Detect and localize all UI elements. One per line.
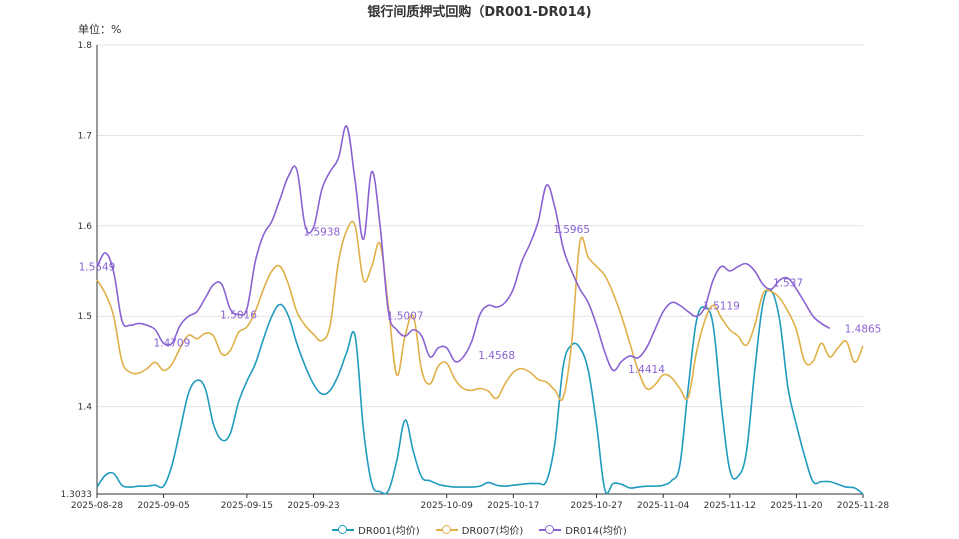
x-tick-label: 2025-11-12: [704, 501, 756, 511]
x-tick-label: 2025-08-28: [71, 501, 124, 511]
unit-label: 单位：%: [78, 23, 122, 36]
y-tick-label: 1.6: [78, 222, 93, 232]
data-label: 1.5938: [303, 226, 340, 238]
y-tick-label: 1.3033: [61, 490, 93, 500]
data-label: 1.5119: [703, 300, 740, 312]
axes: 1.3033 1.4 1.5 1.6 1.7 1.8 2025-08-28 2025-09-0…: [61, 41, 890, 511]
y-tick-label: 1.8: [78, 41, 93, 51]
legend-swatch: [539, 524, 562, 535]
data-label: 1.4709: [154, 337, 191, 349]
legend-swatch: [332, 524, 355, 535]
legend-item[interactable]: DR014(均价): [539, 522, 627, 537]
data-label: 1.537: [773, 278, 803, 290]
data-label: 1.5549: [79, 262, 116, 274]
x-tick-label: 2025-09-15: [221, 501, 273, 511]
x-tick-label: 2025-10-09: [421, 501, 474, 511]
legend: DR001(均价) DR007(均价) DR014(均价): [0, 522, 959, 537]
series-line-1: [96, 288, 864, 495]
x-tick-label: 2025-09-23: [287, 501, 339, 511]
x-tick-label: 2025-09-05: [137, 501, 189, 511]
data-label: 1.4414: [628, 364, 665, 376]
x-tick-label: 2025-10-17: [487, 501, 539, 511]
chart-plot: 1.3033 1.4 1.5 1.6 1.7 1.8 2025-08-28 2025-09-0…: [61, 41, 890, 511]
data-label: 1.4568: [478, 350, 515, 362]
data-label: 1.4865: [845, 323, 882, 335]
y-tick-label: 1.5: [78, 312, 92, 322]
legend-label: DR014(均价): [565, 526, 627, 537]
legend-label: DR001(均价): [358, 526, 420, 537]
data-label: 1.5007: [387, 311, 424, 323]
legend-label: DR007(均价): [461, 526, 524, 537]
grid-lines: [97, 44, 863, 408]
legend-item[interactable]: DR001(均价): [332, 522, 420, 537]
series-lines: [96, 125, 864, 495]
data-label: 1.5016: [220, 310, 257, 322]
legend-swatch: [435, 524, 458, 535]
series-line-3: [96, 125, 831, 372]
x-tick-label: 2025-11-04: [637, 501, 690, 511]
x-tick-label: 2025-11-28: [837, 501, 890, 511]
data-label: 1.5965: [553, 224, 590, 236]
y-tick-label: 1.4: [78, 403, 93, 413]
y-tick-label: 1.7: [78, 131, 92, 141]
series-line-2: [96, 220, 864, 402]
x-tick-label: 2025-10-27: [570, 501, 622, 511]
data-labels: 1.5549 1.4709 1.5016 1.5938 1.5007 1.4568 1.59…: [79, 224, 882, 376]
chart-title: 银行间质押式回购（DR001-DR014): [367, 5, 592, 20]
x-tick-label: 2025-11-20: [770, 501, 823, 511]
legend-item[interactable]: DR007(均价): [435, 522, 524, 537]
